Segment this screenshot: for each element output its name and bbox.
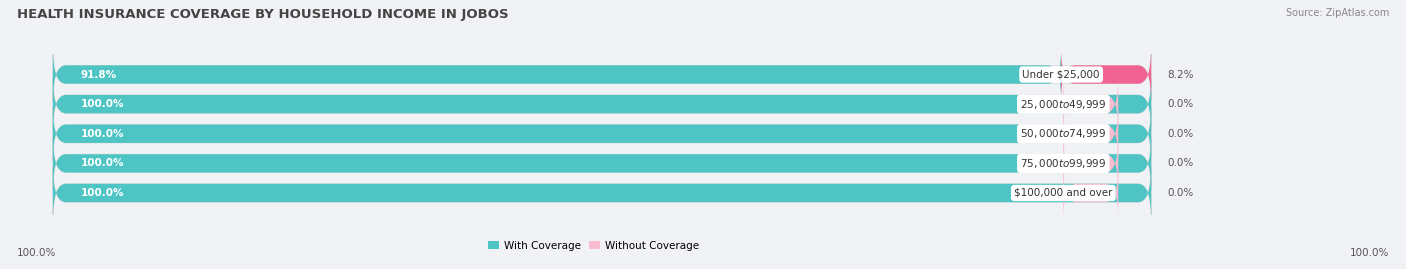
Text: 0.0%: 0.0% bbox=[1167, 99, 1194, 109]
Text: 0.0%: 0.0% bbox=[1167, 129, 1194, 139]
Text: 100.0%: 100.0% bbox=[1350, 248, 1389, 258]
FancyBboxPatch shape bbox=[1063, 167, 1118, 219]
FancyBboxPatch shape bbox=[1063, 137, 1118, 190]
FancyBboxPatch shape bbox=[1062, 48, 1152, 101]
Text: 100.0%: 100.0% bbox=[80, 158, 124, 168]
Text: 0.0%: 0.0% bbox=[1167, 188, 1194, 198]
FancyBboxPatch shape bbox=[53, 48, 1062, 101]
FancyBboxPatch shape bbox=[53, 78, 1152, 130]
Text: 91.8%: 91.8% bbox=[80, 69, 117, 80]
Text: 100.0%: 100.0% bbox=[80, 129, 124, 139]
Text: Source: ZipAtlas.com: Source: ZipAtlas.com bbox=[1285, 8, 1389, 18]
Legend: With Coverage, Without Coverage: With Coverage, Without Coverage bbox=[484, 237, 703, 255]
FancyBboxPatch shape bbox=[53, 167, 1152, 219]
FancyBboxPatch shape bbox=[53, 107, 1152, 160]
Text: $50,000 to $74,999: $50,000 to $74,999 bbox=[1021, 127, 1107, 140]
Text: 0.0%: 0.0% bbox=[1167, 158, 1194, 168]
Text: $25,000 to $49,999: $25,000 to $49,999 bbox=[1021, 98, 1107, 111]
FancyBboxPatch shape bbox=[53, 107, 1152, 160]
FancyBboxPatch shape bbox=[1063, 107, 1118, 160]
FancyBboxPatch shape bbox=[53, 78, 1152, 130]
Text: $75,000 to $99,999: $75,000 to $99,999 bbox=[1021, 157, 1107, 170]
FancyBboxPatch shape bbox=[53, 137, 1152, 190]
Text: 100.0%: 100.0% bbox=[80, 99, 124, 109]
FancyBboxPatch shape bbox=[53, 48, 1152, 101]
Text: $100,000 and over: $100,000 and over bbox=[1014, 188, 1112, 198]
FancyBboxPatch shape bbox=[53, 167, 1152, 219]
Text: Under $25,000: Under $25,000 bbox=[1022, 69, 1099, 80]
Text: 100.0%: 100.0% bbox=[17, 248, 56, 258]
Text: 100.0%: 100.0% bbox=[80, 188, 124, 198]
FancyBboxPatch shape bbox=[53, 137, 1152, 190]
Text: HEALTH INSURANCE COVERAGE BY HOUSEHOLD INCOME IN JOBOS: HEALTH INSURANCE COVERAGE BY HOUSEHOLD I… bbox=[17, 8, 509, 21]
Text: 8.2%: 8.2% bbox=[1167, 69, 1194, 80]
FancyBboxPatch shape bbox=[1063, 78, 1118, 130]
